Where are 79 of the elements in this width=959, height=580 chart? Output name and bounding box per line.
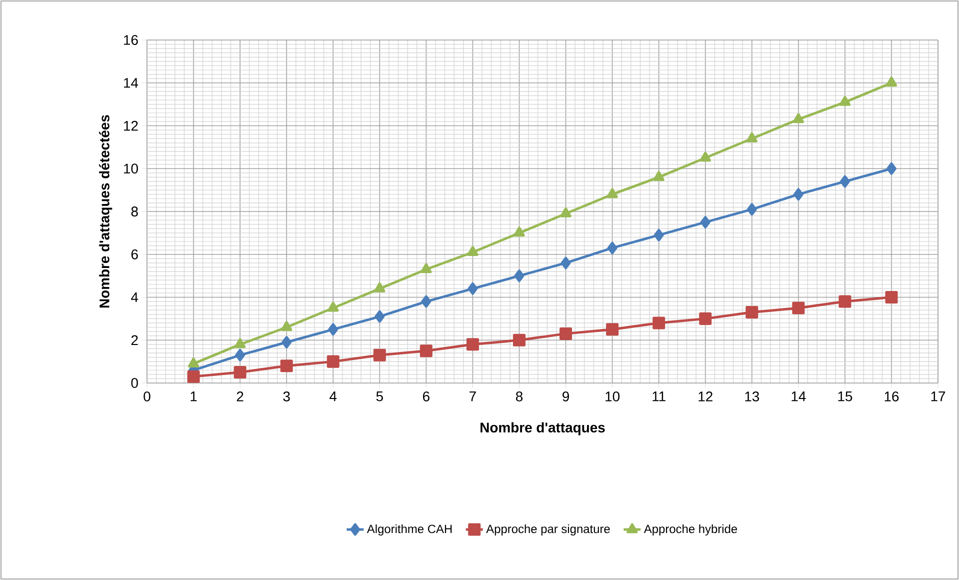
point	[420, 344, 432, 358]
point	[328, 323, 338, 336]
point	[652, 316, 666, 330]
point	[606, 188, 618, 198]
x-tick-label: 9	[562, 392, 569, 402]
point	[281, 321, 292, 332]
y-tick-label: 12	[124, 120, 138, 131]
point	[514, 226, 525, 237]
x-tick-label: 3	[283, 392, 290, 402]
legend-label: Algorithme CAH	[366, 524, 452, 536]
x-tick-label: 2	[236, 392, 244, 402]
x-tick-label: 17	[931, 392, 946, 402]
y-tick-label: 10	[124, 164, 138, 174]
x-tick-label: 13	[745, 392, 760, 402]
point	[700, 216, 710, 228]
point	[793, 188, 804, 201]
point	[839, 96, 851, 106]
legend-label: Approche par signature	[486, 524, 610, 536]
point	[653, 170, 664, 181]
point	[280, 360, 293, 372]
point	[374, 310, 385, 323]
y-tick-label: 6	[131, 249, 138, 260]
x-tick-label: 6	[423, 392, 430, 402]
x-tick-label: 4	[330, 392, 337, 402]
point	[420, 263, 432, 274]
y-tick-label: 4	[131, 292, 138, 302]
point	[746, 203, 757, 216]
point	[512, 334, 526, 346]
point	[886, 76, 898, 87]
point	[746, 132, 758, 142]
point	[746, 306, 758, 319]
point	[886, 162, 896, 175]
point	[560, 256, 571, 270]
x-tick-label: 10	[606, 392, 620, 402]
point	[607, 242, 618, 254]
point	[466, 338, 479, 351]
point	[560, 207, 572, 218]
point	[467, 246, 478, 256]
point	[514, 270, 524, 282]
point	[654, 228, 664, 242]
point	[326, 355, 340, 368]
point	[792, 302, 805, 314]
point	[187, 370, 200, 383]
x-tick-label: 14	[792, 392, 806, 402]
point	[235, 348, 246, 362]
point	[234, 366, 246, 379]
point	[188, 357, 200, 368]
y-tick-label: 16	[124, 35, 138, 45]
y-tick-label: 8	[131, 206, 138, 216]
point	[421, 295, 432, 308]
x-tick-label: 0	[144, 392, 150, 402]
x-axis-title: Nombre d'attaques	[480, 422, 605, 436]
y-tick-label: 0	[131, 378, 138, 388]
x-tick-label: 16	[884, 392, 899, 402]
point	[840, 175, 850, 188]
point	[328, 302, 339, 312]
x-tick-label: 12	[698, 392, 712, 402]
y-axis-title: Nombre d'attaques détectées	[99, 115, 112, 308]
x-tick-label: 11	[652, 392, 666, 402]
y-tick-label: 14	[124, 78, 138, 88]
point	[468, 282, 478, 295]
x-tick-label: 15	[838, 392, 852, 402]
point	[792, 113, 804, 124]
point	[373, 348, 386, 362]
point	[234, 338, 246, 348]
x-tick-label: 5	[376, 392, 383, 402]
point	[700, 152, 711, 162]
point	[606, 323, 619, 336]
legend-label: Approche hybride	[644, 524, 738, 536]
x-tick-label: 7	[470, 392, 476, 402]
x-tick-label: 1	[190, 392, 197, 402]
point	[374, 282, 386, 292]
point	[699, 312, 712, 325]
point	[838, 295, 852, 308]
point	[885, 291, 898, 304]
x-tick-label: 8	[516, 392, 523, 402]
point	[560, 327, 572, 340]
y-tick-label: 2	[131, 335, 138, 345]
point	[282, 336, 292, 349]
